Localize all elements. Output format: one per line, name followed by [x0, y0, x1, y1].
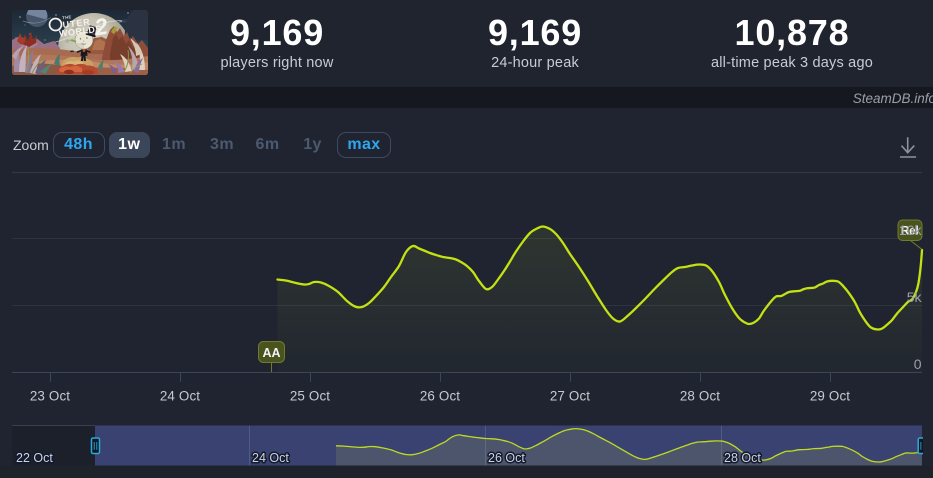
svg-text:THE: THE [62, 14, 72, 20]
svg-text:0: 0 [914, 356, 922, 372]
svg-text:29 Oct: 29 Oct [810, 388, 850, 403]
svg-text:Rel: Rel [901, 226, 919, 238]
svg-text:24 Oct: 24 Oct [252, 451, 289, 465]
svg-text:28 Oct: 28 Oct [680, 388, 720, 403]
svg-text:27 Oct: 27 Oct [550, 388, 590, 403]
svg-text:28 Oct: 28 Oct [724, 451, 761, 465]
svg-text:25 Oct: 25 Oct [290, 388, 330, 403]
svg-text:23 Oct: 23 Oct [30, 388, 70, 403]
svg-text:5k: 5k [907, 289, 923, 305]
svg-text:UTER: UTER [62, 17, 91, 30]
svg-text:24 Oct: 24 Oct [160, 388, 200, 403]
svg-text:26 Oct: 26 Oct [420, 388, 460, 403]
svg-text:26 Oct: 26 Oct [488, 451, 525, 465]
svg-text:AA: AA [262, 346, 280, 360]
svg-text:2: 2 [92, 13, 110, 41]
svg-text:22 Oct: 22 Oct [16, 451, 53, 465]
svg-text:10k: 10k [899, 222, 923, 238]
